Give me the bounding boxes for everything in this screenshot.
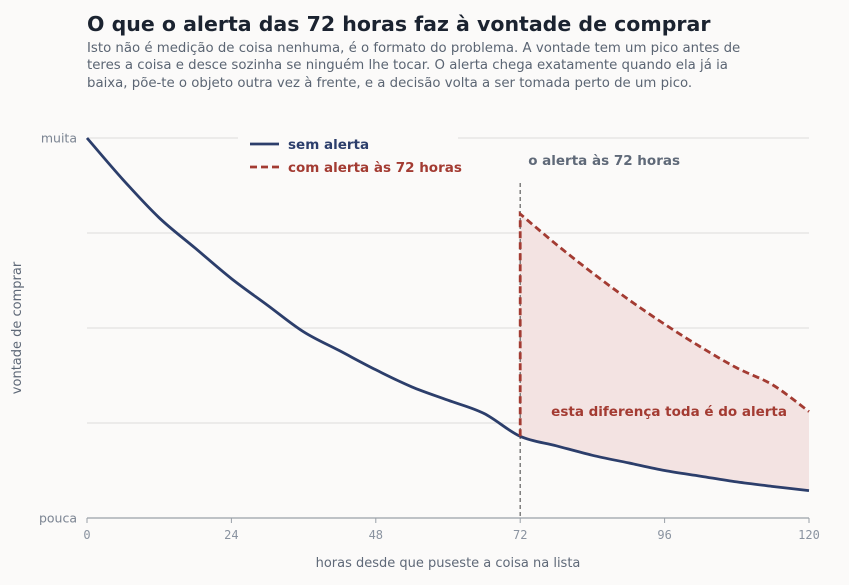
x-axis-ticks: 0 24 48 72 96 120 — [83, 518, 820, 542]
y-tick-label: muita — [41, 131, 77, 146]
series-line-com-alerta — [518, 210, 810, 437]
chart-title: O que o alerta das 72 horas faz à vontad… — [87, 12, 711, 36]
x-tick-label: 24 — [224, 528, 238, 542]
x-axis-title: horas desde que puseste a coisa na lista — [316, 556, 581, 571]
x-tick-label: 48 — [369, 528, 383, 542]
legend: sem alerta com alerta às 72 horas — [238, 130, 462, 180]
y-tick-label: pouca — [39, 511, 77, 526]
x-tick-label: 0 — [83, 528, 90, 542]
series-line-sem-alerta — [85, 137, 810, 493]
legend-background — [238, 130, 458, 180]
y-axis-ticks: muita pouca — [39, 131, 77, 526]
x-tick-label: 120 — [798, 528, 820, 542]
legend-label-com-alerta: com alerta às 72 horas — [288, 160, 462, 176]
alert-marker-label: o alerta às 72 horas — [528, 153, 680, 169]
x-tick-label: 72 — [513, 528, 527, 542]
difference-annotation: esta diferença toda é do alerta — [551, 404, 787, 420]
chart-subtitle: Isto não é medição de coisa nenhuma, é o… — [87, 41, 741, 91]
x-tick-label: 96 — [657, 528, 671, 542]
difference-area — [520, 214, 809, 491]
y-axis-title: vontade de comprar — [10, 261, 25, 394]
legend-label-sem-alerta: sem alerta — [288, 137, 369, 153]
